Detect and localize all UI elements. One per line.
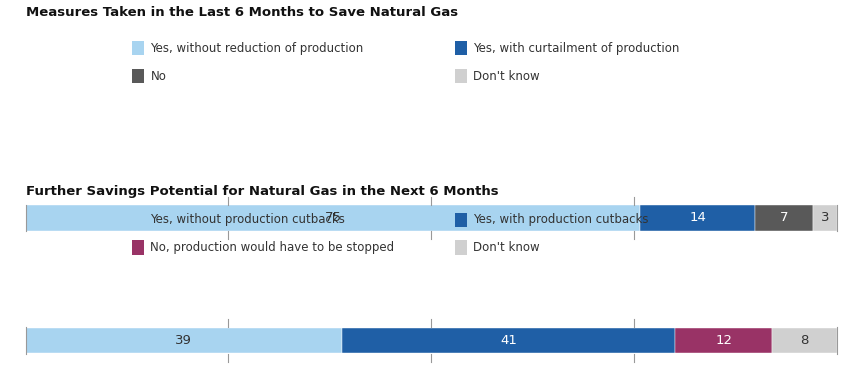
Text: 8: 8 (801, 334, 809, 347)
Text: No: No (150, 69, 167, 83)
Text: Yes, with production cutbacks: Yes, with production cutbacks (473, 213, 649, 226)
Bar (756, 205, 813, 231)
Text: 39: 39 (175, 334, 192, 347)
Text: Further Savings Potential for Natural Gas in the Next 6 Months: Further Savings Potential for Natural Ga… (26, 186, 498, 198)
Bar (26, 205, 640, 231)
Text: 7: 7 (779, 211, 788, 224)
Text: 14: 14 (689, 211, 706, 224)
Text: Don't know: Don't know (473, 241, 540, 254)
Text: 75: 75 (325, 211, 342, 224)
Text: Measures Taken in the Last 6 Months to Save Natural Gas: Measures Taken in the Last 6 Months to S… (26, 6, 457, 19)
Text: Yes, with curtailment of production: Yes, with curtailment of production (473, 42, 680, 55)
Bar (675, 328, 773, 353)
Bar (342, 328, 675, 353)
Bar (773, 328, 837, 353)
Bar (640, 205, 756, 231)
Text: 3: 3 (821, 211, 830, 224)
Text: Yes, without reduction of production: Yes, without reduction of production (150, 42, 364, 55)
Bar (813, 205, 837, 231)
Text: Yes, without production cutbacks: Yes, without production cutbacks (150, 213, 345, 226)
Text: No, production would have to be stopped: No, production would have to be stopped (150, 241, 394, 254)
Text: 41: 41 (500, 334, 517, 347)
Bar (26, 328, 342, 353)
Text: Don't know: Don't know (473, 69, 540, 83)
Text: 12: 12 (715, 334, 732, 347)
